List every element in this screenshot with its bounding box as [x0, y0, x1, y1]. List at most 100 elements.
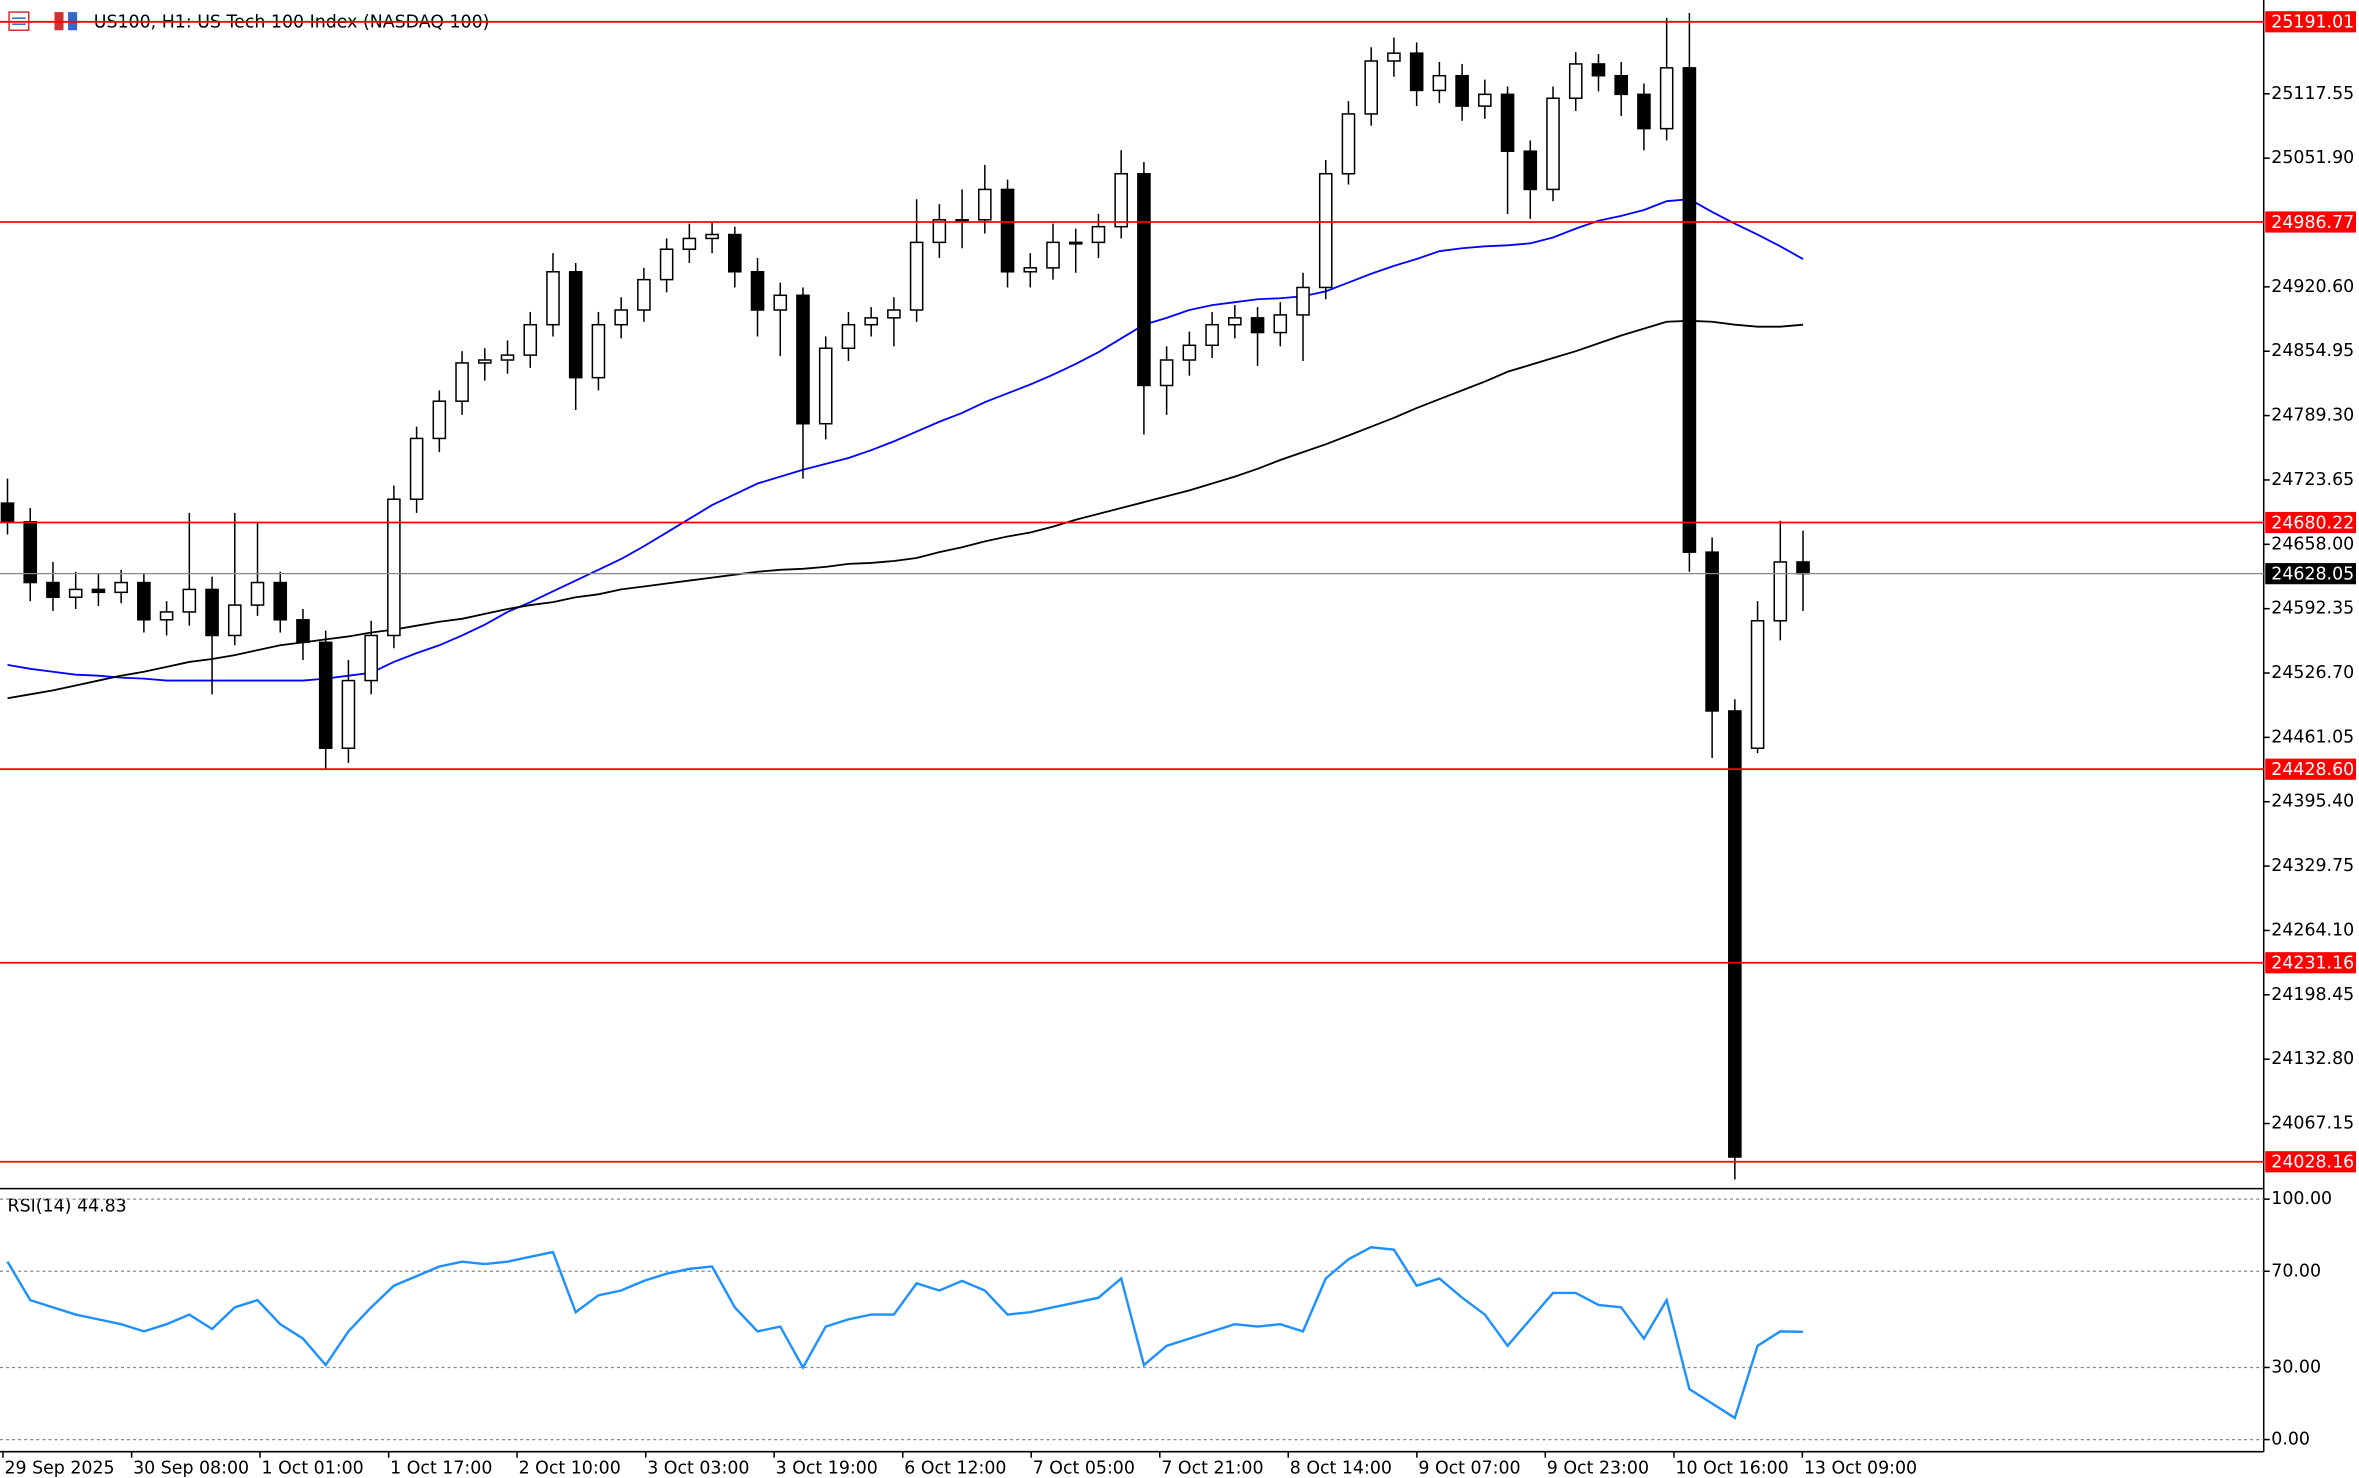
candle-body [46, 581, 60, 598]
y-tick-label: 24723.65 [2271, 470, 2354, 490]
rsi-title: RSI(14) 44.83 [8, 1197, 127, 1217]
candle-body [705, 233, 719, 240]
x-tick-label: 7 Oct 21:00 [1161, 1458, 1263, 1478]
y-tick-label: 24395.40 [2271, 792, 2354, 812]
y-tick-label: 24067.15 [2271, 1114, 2354, 1134]
y-tick-label: 24789.30 [2271, 406, 2354, 426]
y-tick-label: 24854.95 [2271, 341, 2354, 361]
candle-body [614, 309, 628, 326]
candle-body [750, 271, 765, 311]
candle-body [864, 317, 878, 326]
candle-body [546, 271, 560, 326]
candle-body [1273, 314, 1288, 334]
x-tick-label: 3 Oct 03:00 [647, 1458, 749, 1478]
candle-body [1455, 74, 1469, 107]
candle-body [1000, 188, 1015, 273]
level-tag [2265, 511, 2356, 534]
candle-body [773, 294, 788, 311]
candle-body [0, 502, 15, 523]
candle-body [909, 241, 924, 311]
candle-body [159, 611, 174, 621]
x-tick-label: 13 Oct 09:00 [1804, 1458, 1917, 1478]
candle-body [682, 237, 697, 250]
y-tick-label: 24461.05 [2271, 727, 2354, 747]
y-tick-label: 24132.80 [2271, 1049, 2354, 1069]
candle-body [205, 588, 219, 637]
y-tick-label: 25051.90 [2271, 148, 2354, 168]
candle-body [364, 634, 378, 682]
x-tick-label: 10 Oct 16:00 [1675, 1458, 1788, 1478]
candle-body [250, 581, 265, 606]
level-label: 24028.16 [2271, 1153, 2354, 1173]
candle-body [1705, 551, 1719, 712]
candle-body [796, 294, 810, 425]
candle-body [1137, 172, 1151, 387]
level-label: 24428.60 [2271, 760, 2354, 780]
x-tick-label: 1 Oct 17:00 [390, 1458, 492, 1478]
level-label: 24680.22 [2271, 513, 2354, 533]
level-tag [2265, 11, 2356, 33]
candle-body [1546, 97, 1560, 191]
candle-body [114, 581, 128, 594]
candle-body [1068, 241, 1083, 245]
level-label: 25191.01 [2271, 13, 2354, 33]
candle-body [1773, 561, 1788, 622]
candle-body [1796, 561, 1810, 575]
candle-body [91, 588, 106, 594]
candle-body [1046, 241, 1060, 269]
candle-body [1591, 63, 1606, 77]
level-label: 24231.16 [2271, 954, 2354, 974]
candle-body [500, 354, 515, 361]
x-tick-label: 29 Sep 2025 [4, 1458, 114, 1478]
y-tick-label: 24658.00 [2271, 534, 2354, 554]
candle-body [1637, 93, 1651, 130]
candle-body [1318, 172, 1333, 289]
candle-body [1205, 323, 1219, 347]
level-tag [2265, 1151, 2356, 1173]
x-tick-label: 7 Oct 05:00 [1033, 1458, 1135, 1478]
candle-body [1432, 74, 1447, 92]
level-label: 24986.77 [2271, 213, 2354, 233]
candle-body [341, 679, 356, 749]
y-tick-label: 25117.55 [2271, 84, 2354, 104]
level-tag [2265, 758, 2356, 780]
x-tick-label: 9 Oct 07:00 [1418, 1458, 1520, 1478]
candle-body [387, 498, 401, 637]
candle-body [1114, 172, 1128, 228]
level-tag [2265, 952, 2356, 974]
candle-body [432, 400, 447, 440]
candle-body [1341, 113, 1356, 175]
y-tick-label: 24198.45 [2271, 985, 2354, 1005]
candle-body [409, 437, 424, 500]
y-tick-label: 24526.70 [2271, 663, 2354, 683]
candle-body [728, 233, 742, 273]
candle-body [841, 323, 856, 349]
candle-body [1568, 63, 1583, 100]
x-tick-label: 8 Oct 14:00 [1290, 1458, 1392, 1478]
current-price-label: 24628.05 [2271, 564, 2354, 584]
candle-body [273, 581, 288, 621]
current-price-tag [2265, 563, 2356, 585]
candle-body [637, 278, 651, 311]
moving-average [7, 198, 1804, 682]
candle-body [477, 359, 492, 364]
y-tick-label: 24264.10 [2271, 920, 2354, 940]
candle-body [318, 641, 333, 749]
y-tick-label: 30.00 [2271, 1357, 2321, 1377]
x-tick-label: 2 Oct 10:00 [519, 1458, 621, 1478]
candle-body [887, 309, 901, 319]
candle-body [1250, 317, 1265, 334]
candle-body [591, 323, 606, 379]
candle-body [523, 323, 538, 356]
candle-body [1364, 60, 1378, 115]
candle-body [1387, 52, 1401, 62]
candle-body [1728, 710, 1742, 1158]
candle-body [1682, 67, 1697, 553]
y-tick-label: 70.00 [2271, 1261, 2321, 1281]
candle-body [818, 347, 833, 425]
candle-body [1614, 74, 1629, 96]
candle-body [932, 219, 947, 244]
candle-body [1023, 267, 1038, 273]
